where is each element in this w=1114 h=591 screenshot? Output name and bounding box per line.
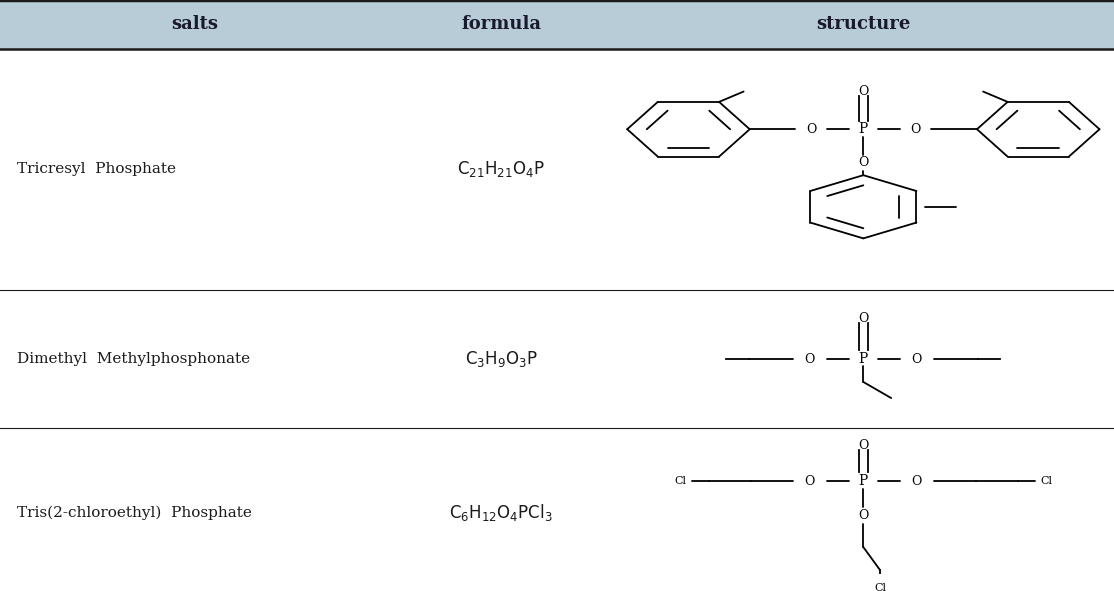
Text: $\mathrm{C_{21}H_{21}O_4P}$: $\mathrm{C_{21}H_{21}O_4P}$ xyxy=(458,160,545,180)
Text: O: O xyxy=(910,123,921,136)
Text: structure: structure xyxy=(817,15,910,34)
Text: Cl: Cl xyxy=(874,583,886,591)
Bar xyxy=(0,0,1114,49)
Text: Tricresyl  Phosphate: Tricresyl Phosphate xyxy=(17,163,176,177)
Text: P: P xyxy=(859,122,868,137)
Text: P: P xyxy=(859,474,868,488)
Text: Cl: Cl xyxy=(674,476,686,486)
Text: O: O xyxy=(804,352,815,365)
Text: salts: salts xyxy=(172,15,218,34)
Text: Cl: Cl xyxy=(1040,476,1053,486)
Text: Tris(2-chloroethyl)  Phosphate: Tris(2-chloroethyl) Phosphate xyxy=(17,505,252,520)
Text: O: O xyxy=(911,475,922,488)
Text: O: O xyxy=(911,352,922,365)
Text: P: P xyxy=(859,352,868,366)
Text: O: O xyxy=(858,439,869,452)
Text: O: O xyxy=(805,123,817,136)
Text: Dimethyl  Methylphosphonate: Dimethyl Methylphosphonate xyxy=(17,352,250,366)
Text: O: O xyxy=(858,156,869,169)
Text: O: O xyxy=(858,312,869,325)
Text: O: O xyxy=(804,475,815,488)
Text: formula: formula xyxy=(461,15,541,34)
Text: $\mathrm{C_6H_{12}O_4PCl_3}$: $\mathrm{C_6H_{12}O_4PCl_3}$ xyxy=(449,502,554,523)
Text: $\mathrm{C_3H_9O_3P}$: $\mathrm{C_3H_9O_3P}$ xyxy=(465,349,538,369)
Text: O: O xyxy=(858,86,869,99)
Text: O: O xyxy=(858,509,869,522)
